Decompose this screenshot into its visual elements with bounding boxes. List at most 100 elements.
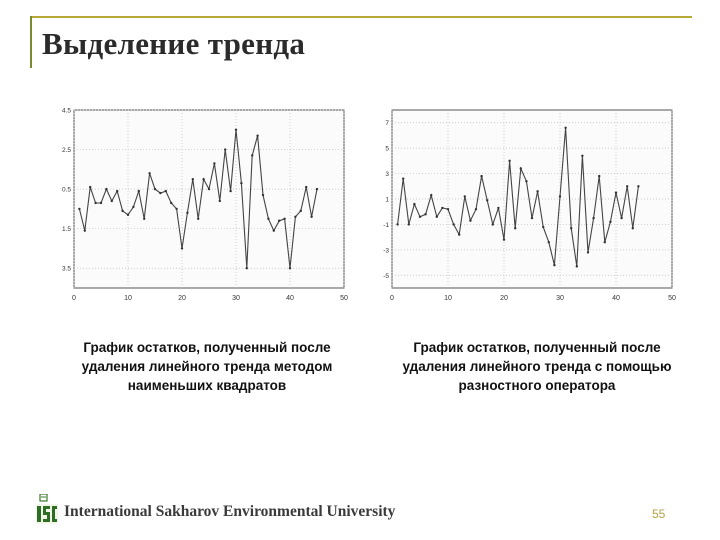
data-point: [469, 219, 472, 222]
x-tick-label: 20: [178, 295, 186, 302]
data-point: [305, 185, 308, 189]
data-point: [396, 223, 399, 226]
university-logo: [36, 494, 58, 524]
data-point: [430, 193, 433, 197]
data-point: [137, 189, 140, 193]
data-point: [474, 207, 478, 211]
data-point: [186, 211, 189, 215]
data-point: [547, 241, 550, 244]
data-point: [424, 213, 427, 216]
caption-left: График остатков, полученный после удален…: [81, 340, 333, 393]
x-tick-label: 0: [72, 295, 76, 302]
y-tick-label: 2.5: [62, 147, 71, 154]
y-tick-label: 3: [385, 171, 389, 178]
data-point: [452, 223, 455, 226]
x-tick-label: 40: [612, 295, 620, 302]
y-tick-label: 0.5: [62, 187, 71, 194]
data-point: [159, 191, 162, 195]
residuals-chart-difference-operator: 0 10 20 30 40 50 7 5 3 1 -1 -3 -5: [383, 109, 676, 302]
data-point: [218, 199, 221, 203]
x-tick-label: 0: [390, 295, 394, 302]
data-point: [497, 206, 500, 210]
data-point: [191, 178, 194, 181]
data-point: [267, 217, 270, 220]
footer-university-name: International Sakharov Environmental Uni…: [64, 503, 396, 520]
data-point: [614, 191, 618, 194]
data-point: [463, 195, 466, 198]
data-point: [508, 159, 511, 163]
data-point: [261, 193, 265, 197]
data-point: [514, 227, 517, 230]
x-tick-label: 20: [500, 295, 508, 302]
data-point: [458, 233, 461, 236]
data-point: [435, 215, 438, 218]
data-point: [245, 267, 248, 270]
data-point: [558, 195, 562, 198]
data-point: [278, 219, 281, 222]
data-point: [148, 172, 151, 175]
data-point: [121, 209, 124, 213]
data-point: [446, 207, 450, 211]
data-point: [310, 215, 313, 218]
data-point: [99, 201, 103, 205]
data-point: [631, 227, 634, 230]
data-point: [251, 154, 254, 157]
data-point: [164, 189, 167, 193]
data-point: [294, 215, 297, 218]
data-point: [153, 187, 157, 191]
data-point: [575, 265, 578, 268]
data-point: [564, 126, 567, 129]
data-point: [213, 162, 216, 165]
data-point: [570, 227, 573, 230]
data-point: [418, 215, 422, 218]
data-point: [175, 207, 178, 211]
y-tick-label: 7: [385, 120, 389, 127]
data-point: [89, 185, 92, 189]
residuals-chart-least-squares: 0 10 20 30 40 50 4.5 2.5 0.5 -1.5 -3.5: [62, 108, 348, 303]
data-point: [132, 205, 135, 209]
y-tick-label: -3: [383, 247, 389, 254]
data-point: [586, 251, 590, 254]
data-point: [519, 167, 522, 170]
data-point: [502, 238, 506, 241]
x-tick-label: 50: [668, 295, 676, 302]
data-point: [256, 134, 259, 137]
data-point: [441, 206, 444, 210]
data-point: [603, 241, 606, 244]
data-point: [530, 216, 534, 220]
data-point: [229, 189, 232, 193]
x-tick-label: 40: [286, 295, 294, 302]
data-point: [609, 220, 612, 224]
data-point: [315, 187, 319, 191]
caption-right: График остатков, полученный после удален…: [402, 340, 672, 393]
y-tick-label: 1: [385, 197, 389, 204]
title-frame-left: [30, 16, 32, 68]
y-tick-label: -1: [383, 222, 389, 229]
data-point: [105, 187, 108, 191]
data-point: [197, 217, 200, 220]
data-point: [486, 199, 489, 202]
data-point: [402, 177, 405, 180]
data-point: [553, 263, 556, 267]
data-point: [143, 217, 146, 220]
page-number: 55: [652, 507, 666, 521]
x-tick-label: 30: [232, 295, 240, 302]
y-tick-label: -3.5: [62, 266, 71, 273]
data-point: [536, 190, 539, 193]
x-tick-label: 10: [124, 295, 132, 302]
data-point: [525, 180, 528, 183]
data-point: [491, 223, 494, 226]
data-point: [110, 199, 113, 203]
data-point: [234, 128, 238, 131]
data-point: [637, 185, 640, 188]
data-point: [224, 148, 227, 151]
data-point: [94, 201, 97, 205]
data-point: [542, 225, 545, 229]
data-point: [598, 174, 601, 178]
data-point: [299, 209, 302, 213]
data-point: [240, 181, 243, 185]
data-point: [180, 247, 184, 250]
data-point: [116, 189, 119, 193]
data-point: [207, 187, 211, 191]
data-point: [126, 213, 130, 217]
